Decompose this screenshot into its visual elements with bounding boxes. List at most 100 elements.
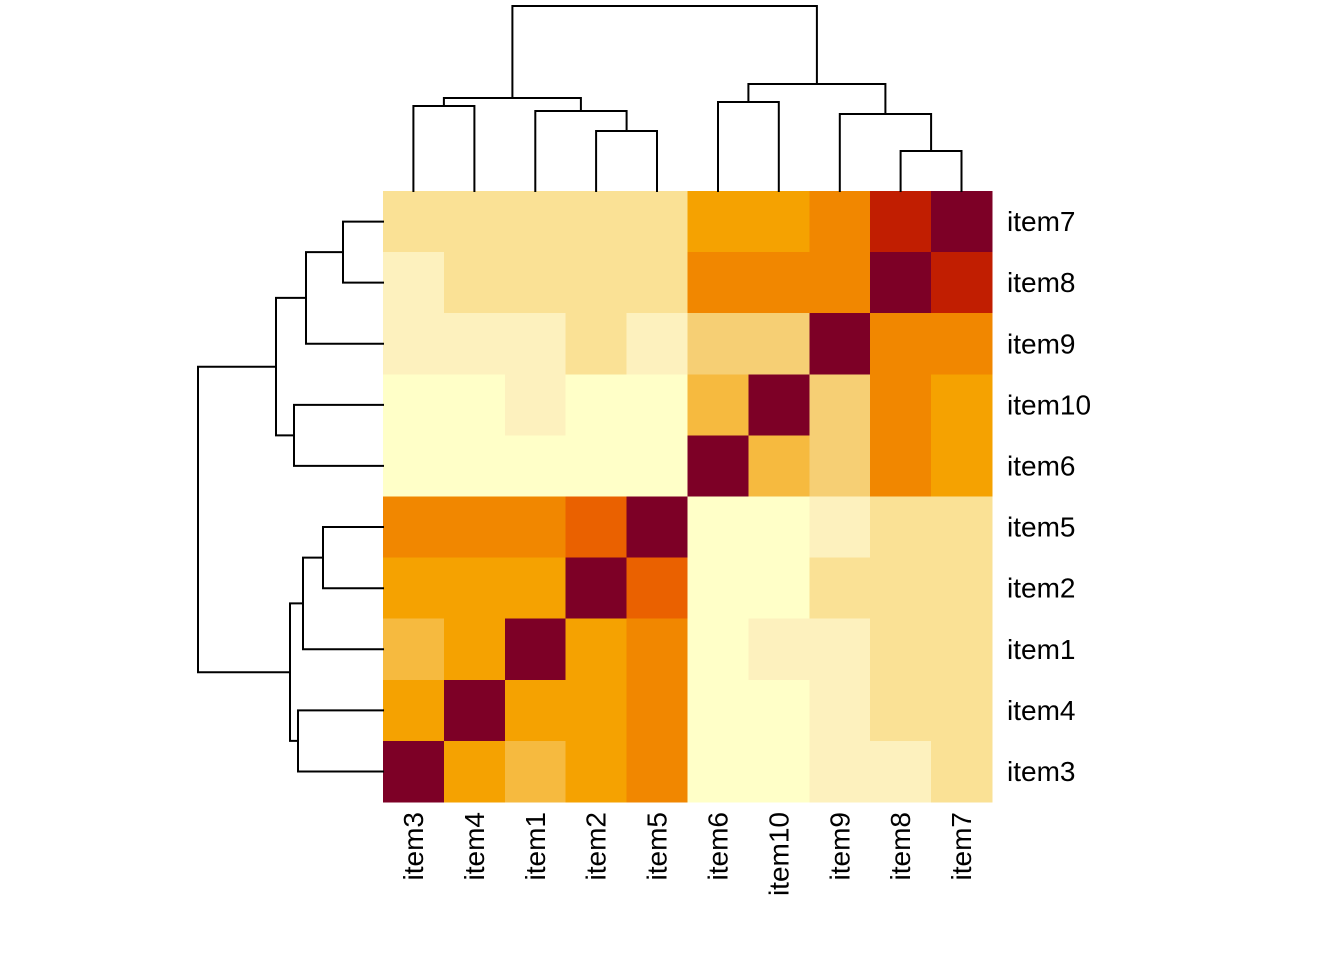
heatmap-cell (504, 557, 567, 620)
heatmap-cell (931, 191, 993, 253)
heatmap-cell (443, 679, 506, 742)
col-label: item6 (703, 812, 734, 880)
col-label: item3 (398, 812, 429, 880)
heatmap-cell (748, 679, 810, 742)
heatmap-cell (870, 435, 932, 498)
row-label: item5 (1007, 512, 1075, 543)
heatmap-cell (565, 679, 628, 742)
dendrogram-branch (275, 296, 307, 437)
heatmap-cell (443, 252, 506, 314)
row-label: item8 (1007, 267, 1075, 298)
row-label: item4 (1007, 695, 1075, 726)
row-label: item10 (1007, 389, 1091, 420)
heatmap-cell (931, 740, 993, 803)
heatmap-cell (504, 618, 567, 681)
heatmap-cell (626, 191, 689, 253)
heatmap-cell (931, 313, 993, 375)
heatmap-cell (748, 557, 810, 620)
heatmap-cell (626, 313, 689, 375)
heatmap-cell (504, 740, 567, 803)
heatmap-cell (870, 191, 932, 253)
heatmap-cell (931, 496, 993, 559)
heatmap-cell (748, 435, 810, 498)
heatmap-grid (383, 191, 993, 803)
heatmap-cell (383, 435, 445, 498)
heatmap-cell (809, 313, 871, 375)
heatmap-cell (931, 679, 993, 742)
heatmap-cell (687, 313, 749, 375)
heatmap-cell (748, 313, 810, 375)
row-label: item6 (1007, 450, 1075, 481)
heatmap-cell (383, 557, 445, 620)
heatmap-cell (443, 374, 506, 436)
dendrogram-branch (289, 602, 304, 742)
dendrogram-branch (595, 130, 658, 192)
heatmap-cell (687, 191, 749, 253)
heatmap-cell (443, 191, 506, 253)
column-labels: item3 item4 item1 item2 item5 item6 item10 item… (398, 812, 977, 896)
heatmap-cell (443, 435, 506, 498)
row-labels: item7 item8 item9 item10 item6 item5 item2 item… (1007, 206, 1091, 787)
row-label: item7 (1007, 206, 1075, 237)
heatmap-cell (748, 496, 810, 559)
heatmap-cell (809, 252, 871, 314)
heatmap-cell (931, 618, 993, 681)
dendrogram-branch (297, 709, 384, 773)
heatmap-cell (870, 679, 932, 742)
heatmap-cell (809, 496, 871, 559)
heatmap-cell (565, 740, 628, 803)
heatmap-cell (504, 374, 567, 436)
heatmap-cell (870, 557, 932, 620)
dendrogram-branch (302, 556, 384, 651)
col-label: item1 (520, 812, 551, 880)
heatmap-cell (687, 557, 749, 620)
heatmap-cell (565, 435, 628, 498)
heatmap-cell (626, 374, 689, 436)
heatmap-cell (565, 557, 628, 620)
heatmap-cell (626, 557, 689, 620)
heatmap-cell (870, 374, 932, 436)
heatmap-cell (504, 496, 567, 559)
heatmap-cell (565, 374, 628, 436)
dendrogram-branch (511, 5, 818, 99)
heatmap-cell (931, 374, 993, 436)
heatmap-cell (443, 618, 506, 681)
dendrogram-branch (197, 365, 291, 674)
heatmap-cell (870, 740, 932, 803)
heatmap-cell (383, 313, 445, 375)
heatmap-cell (504, 191, 567, 253)
heatmap-cell (809, 679, 871, 742)
heatmap-cell (931, 557, 993, 620)
heatmap-cell (443, 740, 506, 803)
heatmap-cell (809, 191, 871, 253)
heatmap-cell (504, 435, 567, 498)
heatmap-cell (809, 374, 871, 436)
row-label: item2 (1007, 573, 1075, 604)
heatmap-cell (748, 252, 810, 314)
heatmap-cell (626, 679, 689, 742)
row-label: item1 (1007, 634, 1075, 665)
heatmap-cell (626, 496, 689, 559)
dendrogram-branch (442, 97, 582, 112)
heatmap-cell (809, 435, 871, 498)
heatmap-cell (504, 313, 567, 375)
heatmap-cell (809, 740, 871, 803)
heatmap-cell (443, 313, 506, 375)
col-label: item2 (581, 812, 612, 880)
dendrogram-branch (717, 101, 780, 192)
row-dendrogram (197, 220, 384, 773)
heatmap-cell (931, 252, 993, 314)
heatmap-cell (687, 374, 749, 436)
heatmap-cell (687, 252, 749, 314)
heatmap-cell (383, 679, 445, 742)
heatmap-cell (687, 496, 749, 559)
heatmap-cell (809, 618, 871, 681)
heatmap-cell (626, 740, 689, 803)
dendrogram-branch (322, 526, 384, 590)
heatmap-cell (383, 252, 445, 314)
heatmap-cell (748, 191, 810, 253)
heatmap-cell (687, 740, 749, 803)
col-label: item9 (824, 812, 855, 880)
